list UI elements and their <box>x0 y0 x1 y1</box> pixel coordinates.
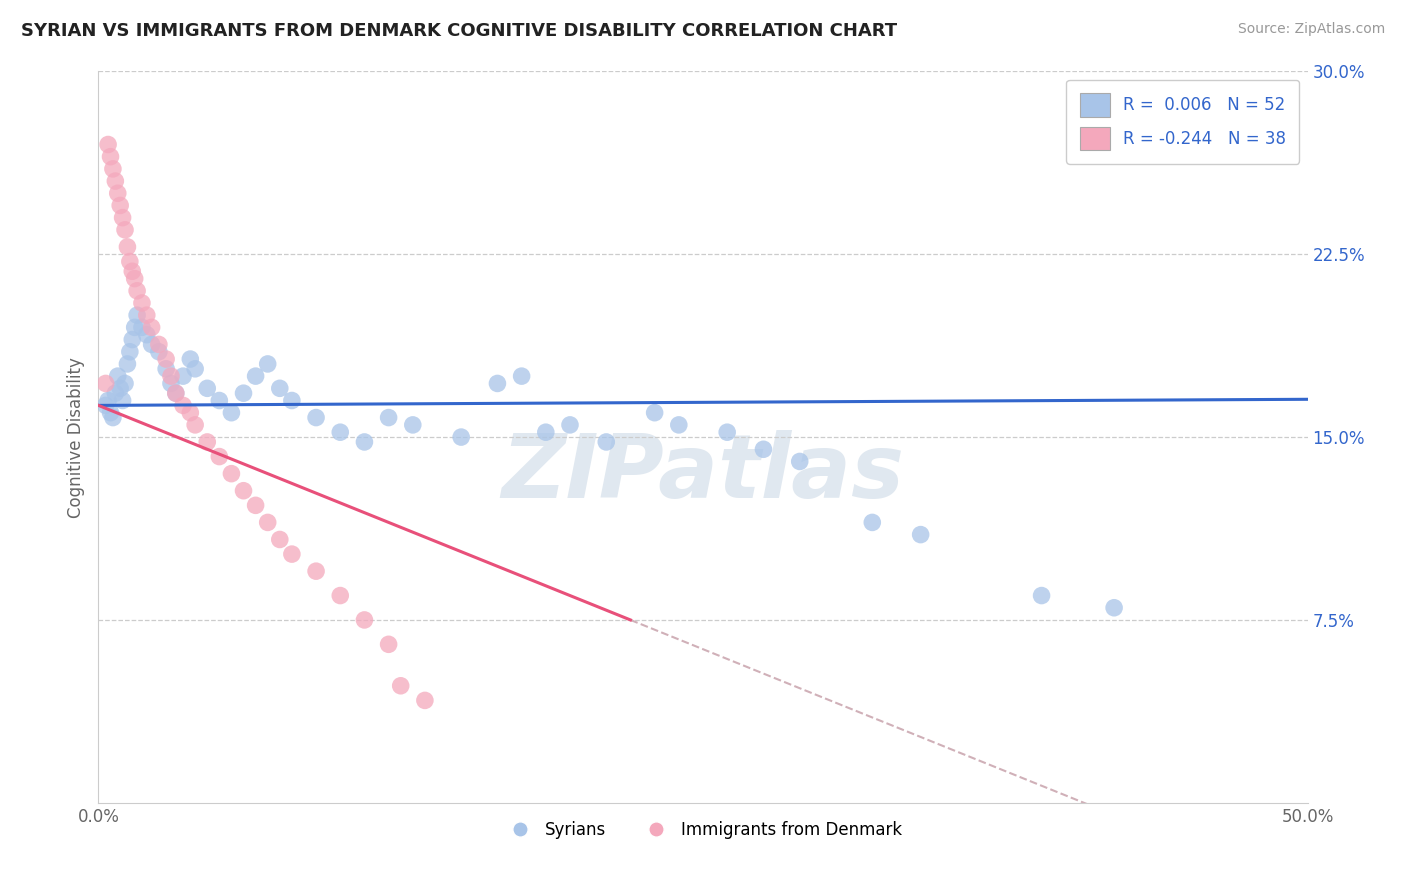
Point <box>121 333 143 347</box>
Point <box>184 417 207 432</box>
Point <box>160 376 183 391</box>
Point <box>172 398 194 412</box>
Point <box>450 430 472 444</box>
Point <box>179 406 201 420</box>
Point <box>221 406 243 420</box>
Point <box>329 425 352 440</box>
Point <box>165 386 187 401</box>
Point <box>111 211 134 225</box>
Point <box>155 352 177 367</box>
Point <box>114 376 136 391</box>
Point <box>245 369 267 384</box>
Point <box>558 417 581 432</box>
Point <box>100 406 122 420</box>
Point <box>716 425 738 440</box>
Point <box>104 386 127 401</box>
Point <box>101 410 124 425</box>
Point <box>1031 589 1053 603</box>
Point <box>117 357 139 371</box>
Point <box>486 376 509 391</box>
Point <box>124 271 146 285</box>
Point <box>789 454 811 468</box>
Point <box>184 361 207 376</box>
Point <box>111 393 134 408</box>
Point <box>165 386 187 401</box>
Point <box>94 376 117 391</box>
Point <box>121 264 143 278</box>
Point <box>108 198 131 212</box>
Point <box>281 547 304 561</box>
Point <box>160 369 183 384</box>
Point <box>232 386 254 401</box>
Point <box>118 254 141 268</box>
Point <box>256 357 278 371</box>
Point <box>94 398 117 412</box>
Point <box>221 467 243 481</box>
Point <box>329 589 352 603</box>
Point <box>124 320 146 334</box>
Point <box>353 613 375 627</box>
Point <box>100 150 122 164</box>
Point <box>305 564 328 578</box>
Point <box>101 161 124 176</box>
Point <box>172 369 194 384</box>
Point <box>389 679 412 693</box>
Point <box>141 320 163 334</box>
Point <box>195 381 218 395</box>
Text: ZIPatlas: ZIPatlas <box>502 430 904 517</box>
Point <box>1102 600 1125 615</box>
Point <box>595 434 617 449</box>
Point <box>269 533 291 547</box>
Point <box>752 442 775 457</box>
Point <box>860 516 883 530</box>
Point <box>305 410 328 425</box>
Point <box>269 381 291 395</box>
Point <box>256 516 278 530</box>
Point <box>208 450 231 464</box>
Point <box>114 223 136 237</box>
Point <box>131 296 153 310</box>
Point <box>117 240 139 254</box>
Point <box>644 406 666 420</box>
Point <box>131 320 153 334</box>
Point <box>510 369 533 384</box>
Point <box>148 344 170 359</box>
Point <box>97 137 120 152</box>
Legend: Syrians, Immigrants from Denmark: Syrians, Immigrants from Denmark <box>496 814 910 846</box>
Point <box>135 327 157 342</box>
Point <box>377 410 399 425</box>
Point <box>107 186 129 201</box>
Point <box>377 637 399 651</box>
Point <box>668 417 690 432</box>
Point <box>281 393 304 408</box>
Point <box>402 417 425 432</box>
Point <box>353 434 375 449</box>
Text: SYRIAN VS IMMIGRANTS FROM DENMARK COGNITIVE DISABILITY CORRELATION CHART: SYRIAN VS IMMIGRANTS FROM DENMARK COGNIT… <box>21 22 897 40</box>
Point <box>127 284 149 298</box>
Point <box>107 369 129 384</box>
Point <box>179 352 201 367</box>
Point <box>534 425 557 440</box>
Point <box>104 174 127 188</box>
Point <box>135 308 157 322</box>
Point <box>97 393 120 408</box>
Point <box>232 483 254 498</box>
Point <box>108 381 131 395</box>
Point <box>118 344 141 359</box>
Point <box>910 527 932 541</box>
Point <box>141 337 163 351</box>
Point <box>413 693 436 707</box>
Point <box>148 337 170 351</box>
Point <box>195 434 218 449</box>
Point <box>155 361 177 376</box>
Point <box>208 393 231 408</box>
Text: Source: ZipAtlas.com: Source: ZipAtlas.com <box>1237 22 1385 37</box>
Y-axis label: Cognitive Disability: Cognitive Disability <box>66 357 84 517</box>
Point <box>245 499 267 513</box>
Point <box>127 308 149 322</box>
